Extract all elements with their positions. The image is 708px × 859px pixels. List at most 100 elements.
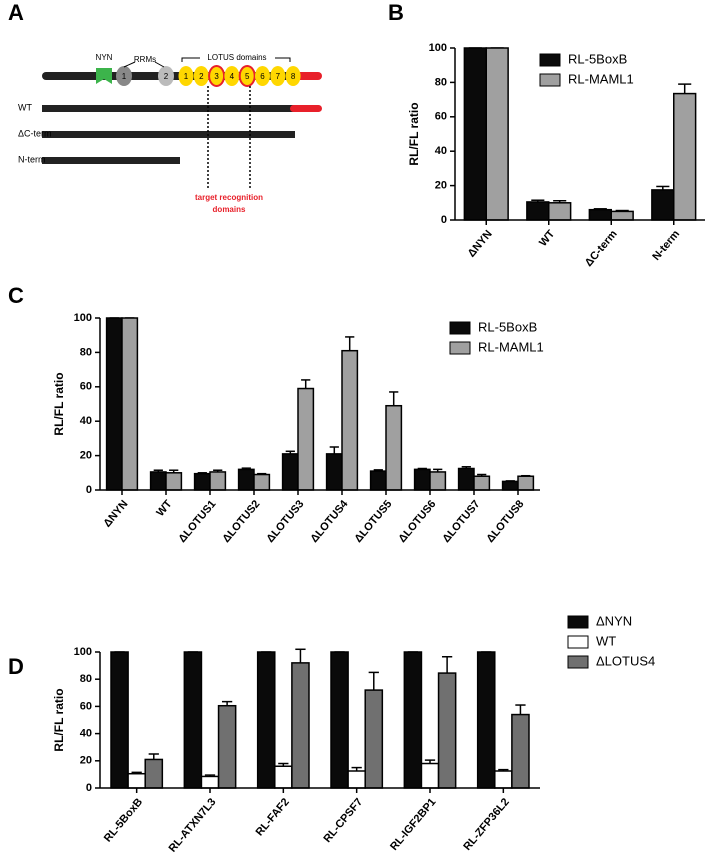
bar bbox=[364, 689, 384, 789]
lotus-number: 5 bbox=[245, 72, 250, 81]
panel-label: A bbox=[8, 0, 24, 25]
y-tick-label: 0 bbox=[86, 484, 92, 496]
x-tick-label: N-term bbox=[650, 228, 682, 263]
lotus-number: 8 bbox=[291, 72, 296, 81]
x-tick-label: RL-FAF2 bbox=[254, 796, 292, 838]
bar bbox=[526, 201, 550, 221]
bar bbox=[165, 472, 183, 491]
c-term-deletion bbox=[42, 131, 295, 138]
bar bbox=[291, 662, 310, 789]
y-tick-label: 40 bbox=[435, 145, 447, 157]
y-tick-label: 60 bbox=[80, 700, 92, 712]
bar bbox=[457, 467, 475, 491]
lotus-domain bbox=[193, 66, 209, 86]
bar bbox=[217, 704, 237, 789]
bar bbox=[385, 404, 403, 491]
lotus-domain bbox=[238, 65, 256, 87]
bar bbox=[297, 387, 315, 491]
legend-label: WT bbox=[596, 633, 616, 648]
bar bbox=[476, 651, 496, 789]
legend-swatch bbox=[567, 615, 589, 629]
x-tick-label: ΔC-term bbox=[583, 228, 620, 269]
y-tick-label: 100 bbox=[74, 646, 92, 658]
rrm-number: 1 bbox=[122, 72, 127, 81]
x-tick-label: ΔNYN bbox=[466, 228, 495, 260]
y-tick-label: 20 bbox=[80, 755, 92, 767]
x-tick-label: WT bbox=[154, 498, 174, 519]
bar bbox=[494, 770, 513, 789]
bar bbox=[548, 202, 572, 221]
x-tick-label: RL-5BoxB bbox=[102, 796, 145, 844]
rrms-label: RRMs bbox=[134, 55, 156, 64]
bar bbox=[413, 468, 431, 491]
bar bbox=[420, 762, 440, 789]
legend-label: RL-5BoxB bbox=[478, 319, 537, 334]
x-tick-label: WT bbox=[537, 228, 557, 249]
y-tick-label: 60 bbox=[435, 111, 447, 123]
legend-label: RL-5BoxB bbox=[568, 51, 627, 66]
y-tick-label: 80 bbox=[80, 673, 92, 685]
lotus-number: 1 bbox=[184, 72, 189, 81]
y-tick-label: 100 bbox=[74, 312, 92, 324]
y-tick-label: 100 bbox=[429, 42, 447, 54]
panel-label: B bbox=[388, 0, 404, 25]
bar bbox=[105, 317, 123, 491]
y-tick-label: 40 bbox=[80, 728, 92, 740]
construct-label: ΔC-term bbox=[18, 128, 52, 138]
x-tick-label: ΔLOTUS1 bbox=[176, 498, 218, 545]
lotus-domain bbox=[255, 66, 270, 86]
bar bbox=[121, 317, 139, 491]
lotus-domain bbox=[208, 65, 226, 87]
bar bbox=[517, 475, 535, 491]
bar bbox=[183, 651, 203, 789]
lotus-number: 6 bbox=[260, 72, 265, 81]
lotus-domains: 1 2 3 4 5 6 7 8 bbox=[178, 65, 301, 87]
y-tick-label: 80 bbox=[435, 76, 447, 88]
bar bbox=[325, 453, 343, 491]
legend-swatch bbox=[539, 73, 561, 87]
x-tick-label: ΔLOTUS6 bbox=[396, 498, 438, 545]
n-term-construct bbox=[42, 157, 180, 164]
x-tick-label: ΔNYN bbox=[101, 498, 130, 530]
x-tick-label: ΔLOTUS5 bbox=[352, 498, 394, 545]
construct-label: WT bbox=[18, 102, 32, 112]
bar bbox=[511, 713, 530, 789]
bar bbox=[463, 47, 487, 221]
lotus-number: 2 bbox=[199, 72, 204, 81]
lotus-domain bbox=[285, 66, 301, 86]
x-tick-label: RL-ATXN7L3 bbox=[167, 796, 219, 855]
legend-label: ΔLOTUS4 bbox=[596, 653, 655, 668]
lotus-label: LOTUS domains bbox=[207, 53, 266, 62]
bar bbox=[610, 210, 634, 221]
panel-label: D bbox=[8, 654, 24, 679]
y-axis-label: RL/FL ratio bbox=[52, 372, 66, 435]
lotus-domain bbox=[224, 66, 240, 86]
bar bbox=[237, 468, 255, 491]
bar bbox=[673, 92, 697, 221]
y-axis-label: RL/FL ratio bbox=[52, 688, 66, 751]
legend-swatch bbox=[449, 341, 471, 355]
bar bbox=[369, 470, 387, 491]
x-tick-label: ΔLOTUS2 bbox=[220, 498, 262, 545]
rrm-number: 2 bbox=[164, 72, 169, 81]
bar bbox=[651, 189, 675, 221]
construct-label: N-term bbox=[18, 154, 46, 164]
legend-label: RL-MAML1 bbox=[568, 71, 634, 86]
lotus-number: 4 bbox=[230, 72, 235, 81]
bar bbox=[501, 480, 519, 491]
y-tick-label: 20 bbox=[80, 450, 92, 462]
bracket-gap bbox=[200, 53, 275, 63]
bar bbox=[193, 472, 211, 491]
y-tick-label: 20 bbox=[435, 180, 447, 192]
bar bbox=[256, 651, 276, 789]
rrm bbox=[158, 66, 174, 86]
lotus-domain bbox=[178, 66, 194, 86]
y-tick-label: 0 bbox=[441, 214, 447, 226]
bar bbox=[347, 770, 366, 789]
y-tick-label: 0 bbox=[86, 782, 92, 794]
y-axis-label: RL/FL ratio bbox=[407, 102, 421, 165]
nyn-label: NYN bbox=[96, 53, 113, 62]
x-tick-label: ΔLOTUS7 bbox=[440, 498, 482, 545]
